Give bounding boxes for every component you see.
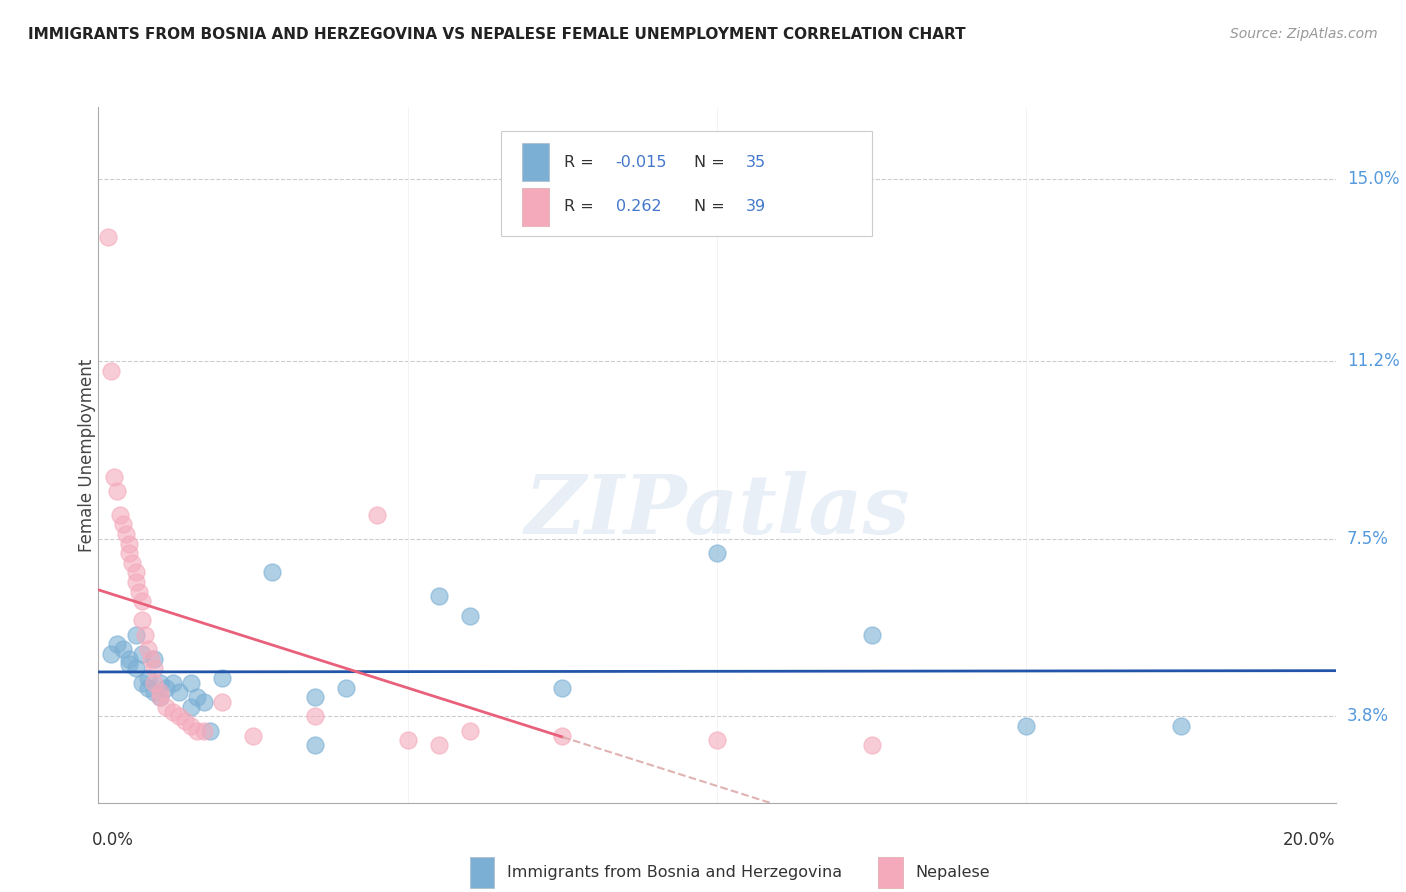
Text: 39: 39 <box>745 200 766 214</box>
Point <box>143 685 166 699</box>
Text: 0.262: 0.262 <box>616 200 661 214</box>
Point <box>121 556 143 570</box>
Point <box>118 652 141 666</box>
Point <box>134 628 156 642</box>
Point <box>304 690 326 705</box>
Point <box>860 628 883 642</box>
Point <box>149 676 172 690</box>
Text: N =: N = <box>693 154 730 169</box>
Point <box>335 681 357 695</box>
Point <box>211 695 233 709</box>
FancyBboxPatch shape <box>522 188 548 226</box>
Text: Nepalese: Nepalese <box>915 865 990 880</box>
FancyBboxPatch shape <box>522 143 548 181</box>
Point <box>112 642 135 657</box>
Point <box>143 676 166 690</box>
Point <box>124 575 146 590</box>
Point <box>143 652 166 666</box>
Text: 20.0%: 20.0% <box>1284 830 1336 848</box>
Point <box>427 738 450 752</box>
Point <box>143 661 166 675</box>
Point <box>128 584 150 599</box>
Point <box>706 546 728 560</box>
Point <box>155 699 177 714</box>
Point <box>118 537 141 551</box>
Point <box>396 733 419 747</box>
Point <box>100 647 122 661</box>
Point <box>180 676 202 690</box>
Point <box>97 229 120 244</box>
Point <box>304 738 326 752</box>
Point <box>115 527 138 541</box>
Point <box>112 517 135 532</box>
Point <box>260 566 283 580</box>
Point <box>458 608 481 623</box>
FancyBboxPatch shape <box>501 131 872 235</box>
Point <box>162 705 184 719</box>
Text: N =: N = <box>693 200 730 214</box>
Text: 7.5%: 7.5% <box>1347 530 1389 548</box>
Point <box>186 690 208 705</box>
Point <box>118 546 141 560</box>
Text: R =: R = <box>564 200 599 214</box>
Point <box>198 723 221 738</box>
Point <box>1015 719 1038 733</box>
Text: 11.2%: 11.2% <box>1347 352 1399 370</box>
Point <box>427 590 450 604</box>
Point <box>136 671 159 685</box>
Point <box>1170 719 1192 733</box>
Point <box>186 723 208 738</box>
Text: 15.0%: 15.0% <box>1347 170 1399 188</box>
Point <box>366 508 388 522</box>
Text: Source: ZipAtlas.com: Source: ZipAtlas.com <box>1230 27 1378 41</box>
Point <box>149 690 172 705</box>
FancyBboxPatch shape <box>470 856 495 888</box>
Point <box>103 469 125 483</box>
Point <box>105 483 128 498</box>
Point <box>193 695 215 709</box>
Point <box>180 699 202 714</box>
Point <box>155 681 177 695</box>
Point <box>105 637 128 651</box>
Point <box>100 364 122 378</box>
Point <box>706 733 728 747</box>
Point <box>211 671 233 685</box>
Text: Immigrants from Bosnia and Herzegovina: Immigrants from Bosnia and Herzegovina <box>506 865 842 880</box>
Point <box>162 676 184 690</box>
Point <box>124 566 146 580</box>
Point <box>108 508 131 522</box>
Point <box>136 681 159 695</box>
Point <box>193 723 215 738</box>
Point <box>149 690 172 705</box>
Point <box>131 594 153 608</box>
Point <box>139 652 162 666</box>
Text: ZIPatlas: ZIPatlas <box>524 471 910 550</box>
Point <box>124 661 146 675</box>
FancyBboxPatch shape <box>877 856 903 888</box>
Point <box>118 657 141 671</box>
Point <box>551 681 574 695</box>
Text: IMMIGRANTS FROM BOSNIA AND HERZEGOVINA VS NEPALESE FEMALE UNEMPLOYMENT CORRELATI: IMMIGRANTS FROM BOSNIA AND HERZEGOVINA V… <box>28 27 966 42</box>
Point <box>551 729 574 743</box>
Point <box>860 738 883 752</box>
Point <box>167 709 190 723</box>
Text: 0.0%: 0.0% <box>93 830 134 848</box>
Point <box>174 714 197 729</box>
Text: 35: 35 <box>745 154 766 169</box>
Text: R =: R = <box>564 154 599 169</box>
Y-axis label: Female Unemployment: Female Unemployment <box>79 359 96 551</box>
Point <box>131 647 153 661</box>
Text: -0.015: -0.015 <box>616 154 666 169</box>
Point <box>131 614 153 628</box>
Point <box>458 723 481 738</box>
Point <box>180 719 202 733</box>
Point <box>242 729 264 743</box>
Text: 3.8%: 3.8% <box>1347 707 1389 725</box>
Point <box>167 685 190 699</box>
Point <box>136 642 159 657</box>
Point <box>131 676 153 690</box>
Point <box>124 628 146 642</box>
Point <box>149 685 172 699</box>
Point <box>304 709 326 723</box>
